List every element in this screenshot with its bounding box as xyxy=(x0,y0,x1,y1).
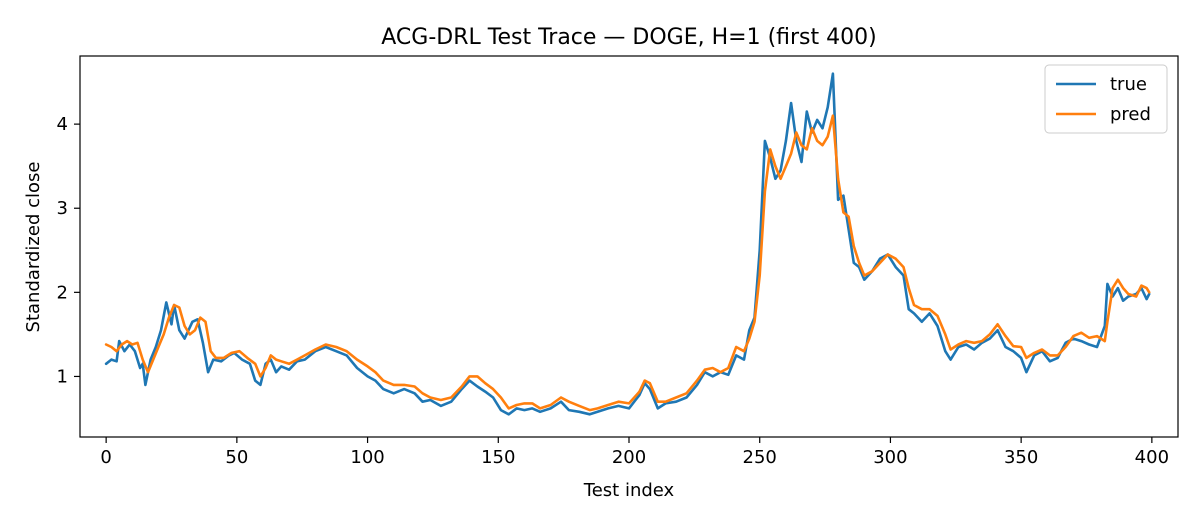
x-tick-label: 300 xyxy=(873,447,907,468)
y-tick-label: 3 xyxy=(57,198,68,219)
x-tick-label: 350 xyxy=(1004,447,1038,468)
plot-area xyxy=(104,72,1151,416)
x-tick-label: 100 xyxy=(350,447,384,468)
x-tick-label: 150 xyxy=(481,447,515,468)
legend-label-pred: pred xyxy=(1110,104,1151,125)
legend: true pred xyxy=(1044,64,1168,134)
x-tick-label: 0 xyxy=(100,447,111,468)
legend-label-true: true xyxy=(1110,74,1147,95)
plot-frame xyxy=(79,55,1179,438)
chart-title: ACG-DRL Test Trace — DOGE, H=1 (first 40… xyxy=(381,25,876,50)
y-tick-label: 2 xyxy=(57,282,68,303)
y-tick-label: 4 xyxy=(57,114,68,135)
x-axis: 0 50 100 150 200 250 300 350 400 xyxy=(100,437,1169,468)
legend-box xyxy=(1044,64,1168,134)
series-line-true xyxy=(104,72,1151,416)
x-tick-label: 250 xyxy=(743,447,777,468)
x-tick-label: 200 xyxy=(612,447,646,468)
x-tick-label: 50 xyxy=(225,447,248,468)
y-axis-label: Standardized close xyxy=(23,162,44,333)
y-tick-label: 1 xyxy=(57,366,68,387)
y-axis: 1 2 3 4 xyxy=(57,114,80,387)
x-axis-label: Test index xyxy=(583,480,675,501)
series-line-pred xyxy=(104,114,1151,412)
x-tick-label: 400 xyxy=(1135,447,1169,468)
